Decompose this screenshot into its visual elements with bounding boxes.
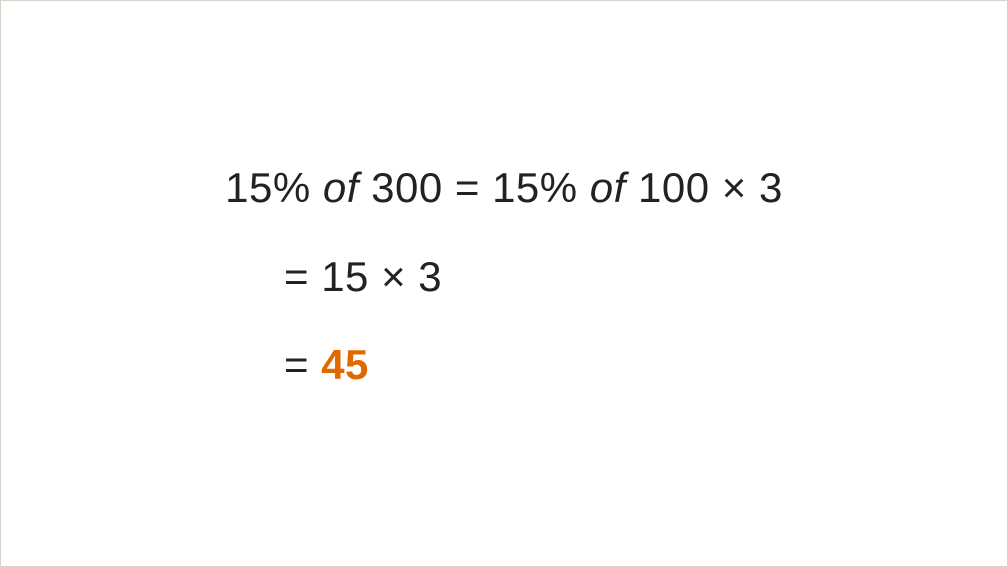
- equation-line-3: = 45: [274, 338, 734, 393]
- equals-sign-3: =: [284, 341, 309, 388]
- lhs-value: 300: [371, 164, 443, 211]
- equals-sign-2: =: [284, 253, 309, 300]
- equals-sign-1: =: [455, 164, 492, 211]
- rhs-value: 100 × 3: [638, 164, 783, 211]
- lhs-percent: 15%: [225, 164, 311, 211]
- result-value: 45: [321, 341, 369, 388]
- equation-block: 15% of 300 = 15% of 100 × 3 = 15 × 3 = 4…: [1, 161, 1007, 427]
- rhs-percent: 15%: [492, 164, 578, 211]
- rhs-of-word: of: [590, 164, 626, 211]
- equation-line-1: 15% of 300 = 15% of 100 × 3: [225, 161, 783, 216]
- equation-line-2: = 15 × 3: [274, 250, 734, 305]
- lhs-of-word: of: [323, 164, 359, 211]
- step-expression: 15 × 3: [321, 253, 442, 300]
